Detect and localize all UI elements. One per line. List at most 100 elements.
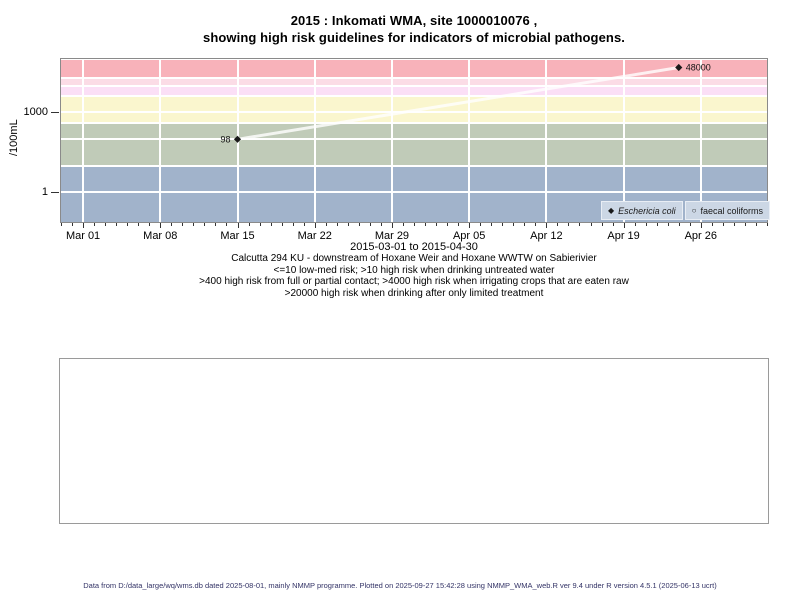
gridline-vertical [159, 59, 162, 222]
x-axis-minor-tick [127, 223, 129, 226]
risk-band [61, 122, 767, 166]
gridline-horizontal [61, 76, 767, 79]
x-tick-label: Apr 12 [530, 230, 563, 242]
x-axis-major-tick [546, 223, 548, 228]
x-axis-label: 2015-03-01 to 2015-04-30 [350, 241, 478, 253]
x-axis-minor-tick [72, 223, 74, 226]
gridline-horizontal [61, 138, 767, 141]
x-tick-label: Mar 15 [220, 230, 255, 242]
data-point-marker [675, 63, 683, 72]
x-tick-label: Apr 19 [607, 230, 640, 242]
x-axis-major-tick [391, 223, 393, 228]
x-axis-minor-tick [458, 223, 460, 226]
x-axis-minor-tick [767, 223, 768, 226]
gridline-horizontal [61, 84, 767, 87]
x-axis-minor-tick [259, 223, 261, 226]
x-axis-minor-tick [358, 223, 360, 226]
legend-item-eschericia-coli: ◆ Eschericia coli [600, 201, 683, 220]
chart-title-line2: showing high risk guidelines for indicat… [202, 30, 626, 45]
x-axis-minor-tick [215, 223, 217, 226]
risk-band [61, 85, 767, 97]
x-axis-minor-tick [667, 223, 669, 226]
x-axis-minor-tick [447, 223, 449, 226]
x-axis-minor-tick [436, 223, 438, 226]
x-axis-minor-tick [105, 223, 107, 226]
x-axis-major-tick [83, 223, 85, 228]
x-axis-minor-tick [722, 223, 724, 226]
x-axis-major-tick [237, 223, 239, 228]
y-tick-label: 1000 [23, 106, 48, 119]
x-axis-minor-tick [656, 223, 658, 226]
x-axis-minor-tick [94, 223, 96, 226]
x-axis-minor-tick [557, 223, 559, 226]
filled-diamond-icon: ◆ [607, 205, 615, 215]
x-axis-minor-tick [711, 223, 713, 226]
legend-item-label: faecal coliforms [700, 205, 763, 216]
x-axis-major-tick [469, 223, 471, 228]
open-circle-icon: ○ [691, 205, 697, 215]
gridline-vertical [622, 59, 625, 222]
plot-canvas: 98 48000 [61, 59, 767, 222]
x-axis-minor-tick [491, 223, 493, 226]
gridline-vertical [699, 59, 702, 222]
gridline-horizontal [61, 191, 767, 194]
gridline-horizontal [61, 111, 767, 114]
x-tick-label: Apr 26 [684, 230, 718, 242]
x-axis-minor-tick [744, 223, 746, 226]
x-axis-minor-tick [689, 223, 691, 226]
x-axis-minor-tick [480, 223, 482, 226]
gridline-vertical [468, 59, 471, 222]
risk-band [61, 77, 767, 86]
x-axis-minor-tick [513, 223, 515, 226]
data-point-marker [233, 135, 242, 143]
caption-risk-3: >20000 high risk when drinking after onl… [284, 287, 544, 299]
y-tick-label: 1 [41, 186, 48, 199]
x-tick-label: Apr 05 [452, 230, 486, 242]
x-axis-minor-tick [579, 223, 581, 226]
x-axis-major-tick [623, 223, 625, 228]
gridline-vertical [313, 59, 316, 222]
x-axis-minor-tick [248, 223, 250, 226]
gridline-vertical [545, 59, 548, 222]
x-axis-major-tick [160, 223, 162, 228]
x-axis-minor-tick [402, 223, 404, 226]
x-axis-minor-tick [601, 223, 603, 226]
plot-area: 98 48000 ◆ Eschericia coli ○ faecal coliform… [60, 58, 770, 223]
x-axis-minor-tick [226, 223, 228, 226]
caption-risk-1: <=10 low-med risk; >10 high risk when dr… [273, 264, 555, 276]
data-series-layer: 98 48000 [220, 63, 710, 145]
x-axis-minor-tick [502, 223, 504, 226]
x-tick-label: Mar 01 [65, 230, 101, 242]
legend-item-faecal-coliforms: ○ faecal coliforms [684, 201, 770, 220]
x-axis-minor-tick [414, 223, 415, 226]
x-tick-label: Mar 22 [297, 230, 332, 242]
footer-provenance: Data from D:/data_large/wq/wms.db dated … [83, 581, 717, 590]
x-axis-minor-tick [303, 223, 305, 226]
x-axis-minor-tick [193, 223, 195, 226]
y-axis-title: /100mL [8, 119, 20, 157]
gridline-vertical [390, 59, 393, 222]
x-tick-label: Mar 29 [374, 230, 410, 242]
x-axis-minor-tick [182, 223, 184, 226]
x-axis-minor-tick [733, 223, 735, 226]
x-axis-minor-tick [535, 223, 537, 226]
x-axis-major-tick [314, 223, 316, 228]
gridline-vertical [82, 59, 85, 222]
x-axis-minor-tick [270, 223, 272, 226]
x-axis-minor-tick [171, 223, 173, 226]
legend: ◆ Eschericia coli ○ faecal coliforms [600, 201, 770, 220]
x-axis-minor-tick [645, 223, 647, 226]
gridline-horizontal [61, 164, 767, 167]
y-axis-tick [51, 192, 59, 194]
x-axis-minor-tick [61, 223, 62, 226]
caption-risk-2: >400 high risk from full or partial cont… [199, 276, 629, 287]
gridline-horizontal [61, 95, 767, 98]
empty-panel [59, 358, 769, 524]
x-tick-label: Mar 08 [143, 230, 178, 242]
chart-captions: Calcutta 294 KU - downstream of Hoxane W… [34, 253, 794, 299]
x-axis-major-tick [700, 223, 702, 228]
x-axis-minor-tick [204, 223, 206, 226]
x-axis-minor-tick [347, 223, 349, 226]
data-line [236, 66, 681, 141]
